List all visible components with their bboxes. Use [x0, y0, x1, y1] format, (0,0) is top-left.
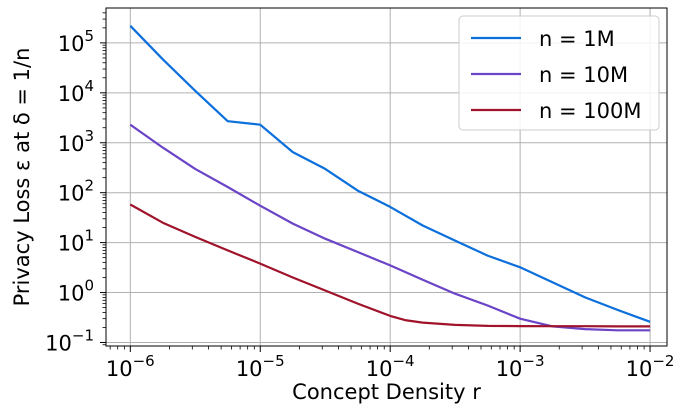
- x-tick-exponent: −4: [392, 352, 414, 370]
- legend: n = 1M n = 10M n = 100M: [458, 15, 660, 131]
- x-tick-exponent: −2: [652, 352, 674, 370]
- series-line-3: [129, 203, 651, 328]
- plot-frame: [105, 7, 668, 347]
- x-axis-label: Concept Density r: [292, 380, 481, 404]
- x-tick-exponent: −3: [522, 352, 544, 370]
- x-tick-label: 10−2: [626, 352, 675, 381]
- series-lines: [129, 25, 651, 332]
- y-tick-exponent: 2: [84, 177, 94, 195]
- y-tick-base: 10: [58, 232, 85, 256]
- y-tick-label: 104: [58, 77, 94, 106]
- y-tick-base: 10: [58, 82, 85, 106]
- y-axis-label: Privacy Loss ε at δ = 1/n: [10, 48, 34, 307]
- y-tick-label: 100: [58, 277, 94, 306]
- y-tick-exponent: 3: [84, 127, 94, 145]
- series-line-1: [129, 25, 651, 323]
- x-tick-base: 10: [496, 357, 523, 381]
- x-tick-label: 10−6: [106, 352, 155, 381]
- x-tick-exponent: −6: [133, 352, 155, 370]
- axis-ticks: [100, 12, 651, 352]
- y-tick-label: 103: [58, 127, 94, 156]
- legend-box: [458, 15, 660, 131]
- legend-label-3: n = 100M: [539, 99, 641, 123]
- x-tick-label: 10−3: [496, 352, 545, 381]
- y-tick-exponent: 0: [84, 277, 94, 295]
- x-tick-exponent: −5: [263, 352, 285, 370]
- y-tick-label: 10−1: [45, 326, 94, 355]
- legend-items: n = 1M n = 10M n = 100M: [471, 27, 641, 123]
- y-tick-base: 10: [58, 282, 85, 306]
- legend-label-1: n = 1M: [539, 27, 615, 51]
- x-tick-base: 10: [626, 357, 653, 381]
- y-tick-exponent: 5: [84, 27, 94, 45]
- y-tick-exponent: 4: [84, 77, 94, 95]
- x-tick-base: 10: [366, 357, 393, 381]
- y-tick-label: 105: [58, 27, 94, 56]
- x-tick-base: 10: [236, 357, 263, 381]
- legend-label-2: n = 10M: [539, 63, 628, 87]
- y-tick-base: 10: [58, 182, 85, 206]
- y-tick-base: 10: [45, 331, 72, 355]
- y-tick-exponent: 1: [84, 227, 94, 245]
- x-tick-labels: 10−6 10−5 10−4 10−3 10−2: [106, 352, 675, 381]
- y-tick-exponent: −1: [72, 326, 94, 344]
- y-tick-label: 102: [58, 177, 94, 206]
- y-tick-base: 10: [58, 32, 85, 56]
- y-tick-base: 10: [58, 132, 85, 156]
- x-tick-label: 10−5: [236, 352, 285, 381]
- x-tick-label: 10−4: [366, 352, 415, 381]
- x-tick-base: 10: [106, 357, 133, 381]
- y-tick-label: 101: [58, 227, 94, 256]
